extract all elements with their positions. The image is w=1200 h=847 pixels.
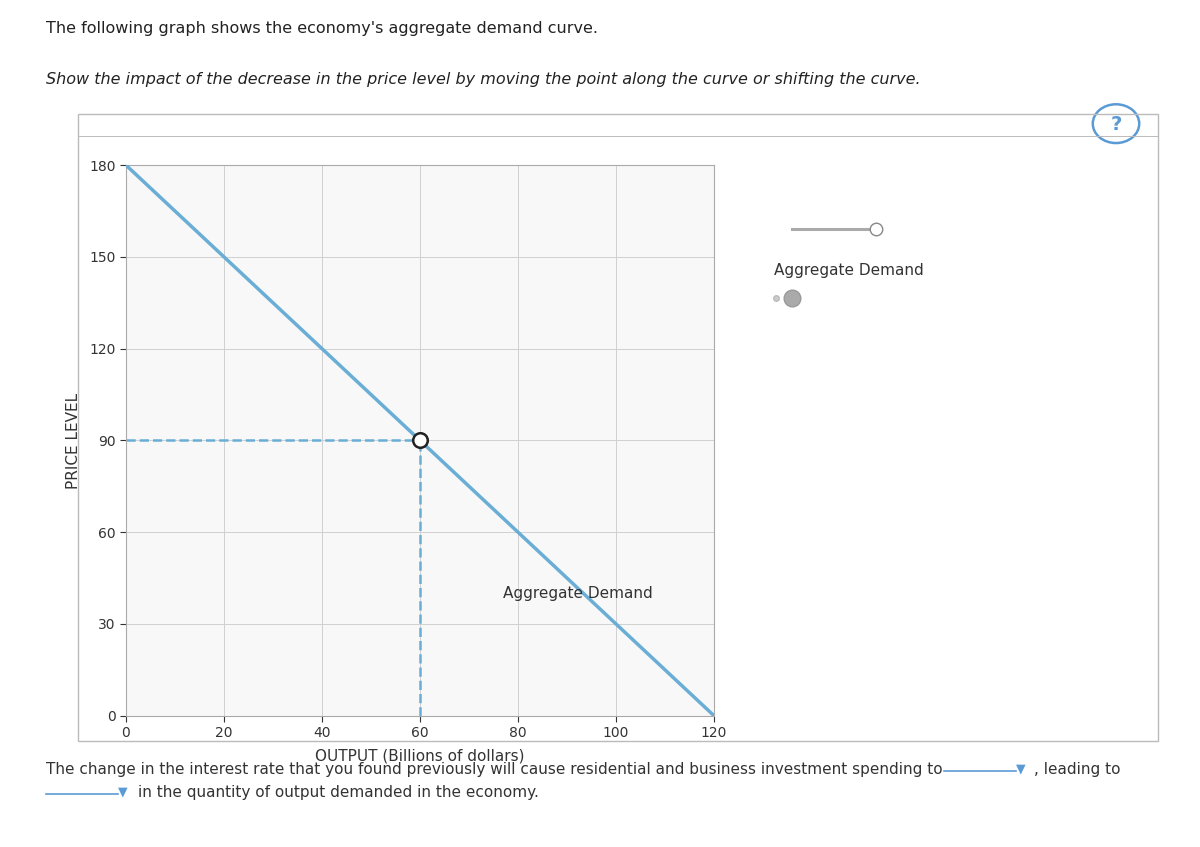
Text: ▼: ▼ xyxy=(1016,762,1026,775)
Text: The change in the interest rate that you found previously will cause residential: The change in the interest rate that you… xyxy=(46,762,942,778)
Text: in the quantity of output demanded in the economy.: in the quantity of output demanded in th… xyxy=(138,785,539,800)
X-axis label: OUTPUT (Billions of dollars): OUTPUT (Billions of dollars) xyxy=(316,749,524,763)
Point xyxy=(410,434,430,447)
Text: , leading to: , leading to xyxy=(1034,762,1121,778)
Text: ?: ? xyxy=(1110,115,1122,135)
Circle shape xyxy=(1093,104,1139,143)
Y-axis label: PRICE LEVEL: PRICE LEVEL xyxy=(66,392,80,489)
Text: Aggregate Demand: Aggregate Demand xyxy=(774,263,924,278)
Text: ▼: ▼ xyxy=(118,785,127,798)
Text: Aggregate Demand: Aggregate Demand xyxy=(503,586,653,601)
Text: The following graph shows the economy's aggregate demand curve.: The following graph shows the economy's … xyxy=(46,21,598,36)
Text: Show the impact of the decrease in the price level by moving the point along the: Show the impact of the decrease in the p… xyxy=(46,72,920,87)
